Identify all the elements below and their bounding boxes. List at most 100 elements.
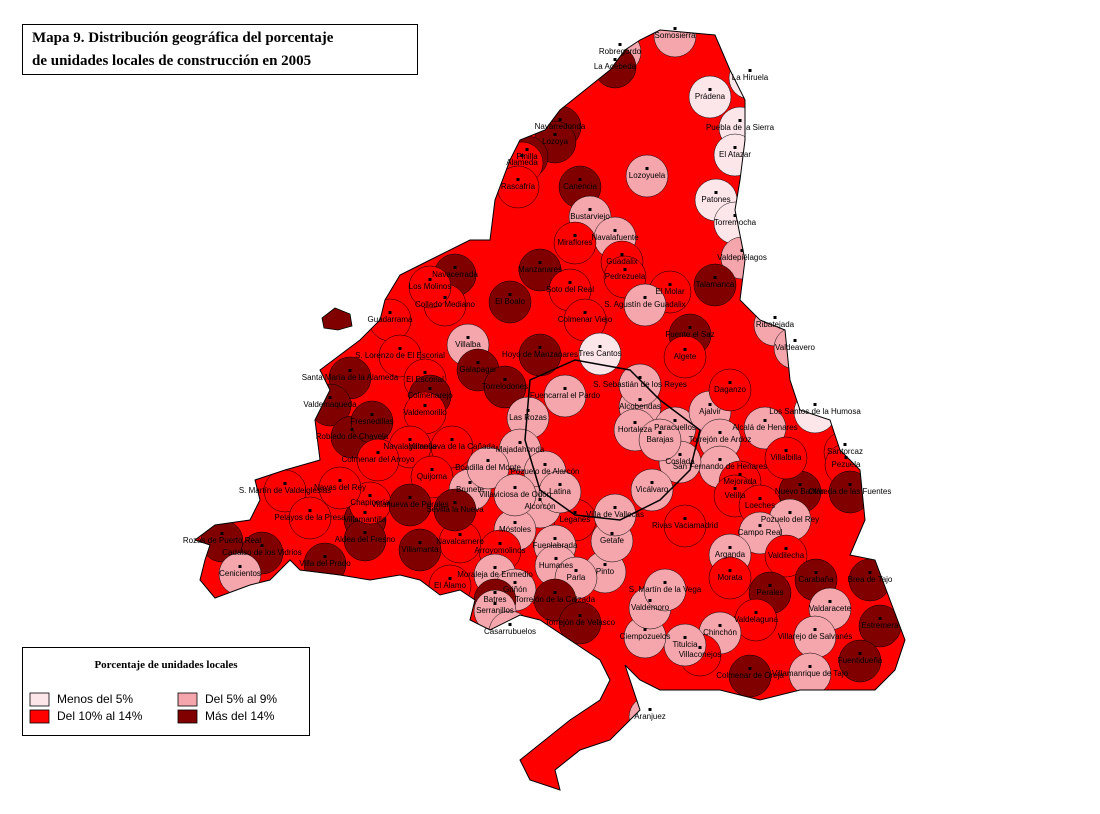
municipality-label: Colmenar Viejo	[558, 315, 613, 324]
municipality-label: Majadahonda	[496, 445, 545, 454]
municipality-area	[630, 468, 674, 512]
municipality-label: Manzanares	[518, 265, 562, 274]
town-dot	[738, 119, 742, 122]
town-dot	[338, 479, 342, 482]
town-dot	[618, 43, 622, 46]
town-dot	[525, 148, 529, 151]
municipality-area	[663, 335, 707, 379]
town-dot	[468, 481, 472, 484]
town-dot	[738, 473, 742, 476]
town-dot	[708, 403, 712, 406]
town-dot	[643, 628, 647, 631]
municipality-label: Fuencarral el Pardo	[530, 391, 601, 400]
municipality-area	[318, 466, 362, 510]
town-dot	[788, 511, 792, 514]
town-dot	[683, 517, 687, 520]
town-dot	[588, 208, 592, 211]
municipality-label: Velilla	[725, 491, 746, 500]
town-dot	[388, 311, 392, 314]
town-dot	[508, 623, 512, 626]
town-dot	[578, 614, 582, 617]
municipality-area	[643, 568, 687, 612]
municipality-label: Villaviciosa de Odón	[479, 490, 551, 499]
municipality-label: Canencia	[563, 182, 597, 191]
town-dot	[658, 431, 662, 434]
municipality-label: Valdepiélagos	[717, 253, 767, 262]
town-dot	[610, 532, 614, 535]
region-outline	[193, 29, 906, 791]
municipality-label: Paracuellos	[654, 423, 696, 432]
municipality-area	[578, 332, 622, 376]
municipality-label: Pozuelo del Rey	[761, 515, 819, 524]
town-dot	[708, 88, 712, 91]
municipality-label: Rascafría	[501, 182, 536, 191]
municipality-label: Aranjuez	[634, 712, 666, 721]
municipality-label: Ciempozuelos	[620, 632, 671, 641]
municipality-label: S. Agustín de Guadalix	[604, 300, 685, 309]
municipality-label: Puebla de la Sierra	[706, 123, 775, 132]
municipality-area	[593, 493, 637, 537]
town-dot	[486, 459, 490, 462]
legend-label: Más del 14%	[205, 709, 275, 723]
municipality-label: Loeches	[745, 501, 775, 510]
municipality-label: Fresnedillas	[350, 417, 393, 426]
municipality-label: El Boalo	[495, 297, 525, 306]
town-dot	[768, 584, 772, 587]
town-dot	[650, 481, 654, 484]
town-dot	[754, 611, 758, 614]
town-dot	[728, 569, 732, 572]
town-dot	[648, 599, 652, 602]
town-dot	[578, 178, 582, 181]
town-dot	[350, 428, 354, 431]
municipality-label: S. Martín de Valdeiglesias	[239, 486, 331, 495]
municipality-label: Chapinería	[350, 498, 390, 507]
municipality-area	[483, 365, 527, 409]
municipality-label: Arroyomolinos	[474, 546, 525, 555]
legend-items: Menos del 5% Del 5% al 9% Del 10% al 14% Má…	[29, 692, 277, 724]
town-dot	[728, 546, 732, 549]
town-dot	[638, 376, 642, 379]
municipality-label: Torrejón de Ardoz	[689, 435, 752, 444]
legend-label: Menos del 5%	[57, 692, 133, 706]
town-dot	[643, 296, 647, 299]
town-dot	[538, 261, 542, 264]
municipality-label: Pinilla	[516, 152, 538, 161]
town-dot	[323, 555, 327, 558]
town-dot	[683, 348, 687, 351]
town-dot	[418, 541, 422, 544]
town-dot	[645, 167, 649, 170]
title-line: Mapa 9. Distribución geográfica del porc…	[32, 30, 334, 46]
municipality-label: La Acebeda	[594, 62, 637, 71]
municipality-label: Alcorcón	[524, 502, 555, 511]
town-dot	[598, 345, 602, 348]
municipality-area	[493, 473, 537, 517]
municipality-area	[543, 374, 587, 418]
town-dot	[623, 268, 627, 271]
town-dot	[376, 451, 380, 454]
town-dot	[520, 154, 524, 157]
municipality-label: Guadalix	[606, 257, 638, 266]
town-dot	[423, 404, 427, 407]
town-dot	[408, 496, 412, 499]
town-dot	[718, 431, 722, 434]
town-dot	[508, 293, 512, 296]
town-dot	[844, 456, 848, 459]
municipality-label: Morata	[718, 573, 743, 582]
town-dot	[448, 577, 452, 580]
town-dot	[553, 591, 557, 594]
town-dot	[763, 419, 767, 422]
municipality-label: Navacerrada	[432, 270, 478, 279]
town-dot	[648, 708, 652, 711]
town-dot	[558, 118, 562, 121]
town-dot	[773, 316, 777, 319]
town-dot	[238, 565, 242, 568]
town-dot	[220, 532, 224, 535]
town-dot	[516, 178, 520, 181]
municipality-label: Alcobendas	[619, 402, 661, 411]
municipality-label: Navarredonda	[535, 122, 586, 131]
municipality-area	[488, 280, 532, 324]
municipality-label: Pezuela	[832, 460, 861, 469]
municipality-label: Somosierra	[655, 31, 696, 40]
municipality-label: Hoyo de Manzanares	[502, 350, 578, 359]
municipality-label: Torrejón de Velasco	[545, 618, 616, 627]
